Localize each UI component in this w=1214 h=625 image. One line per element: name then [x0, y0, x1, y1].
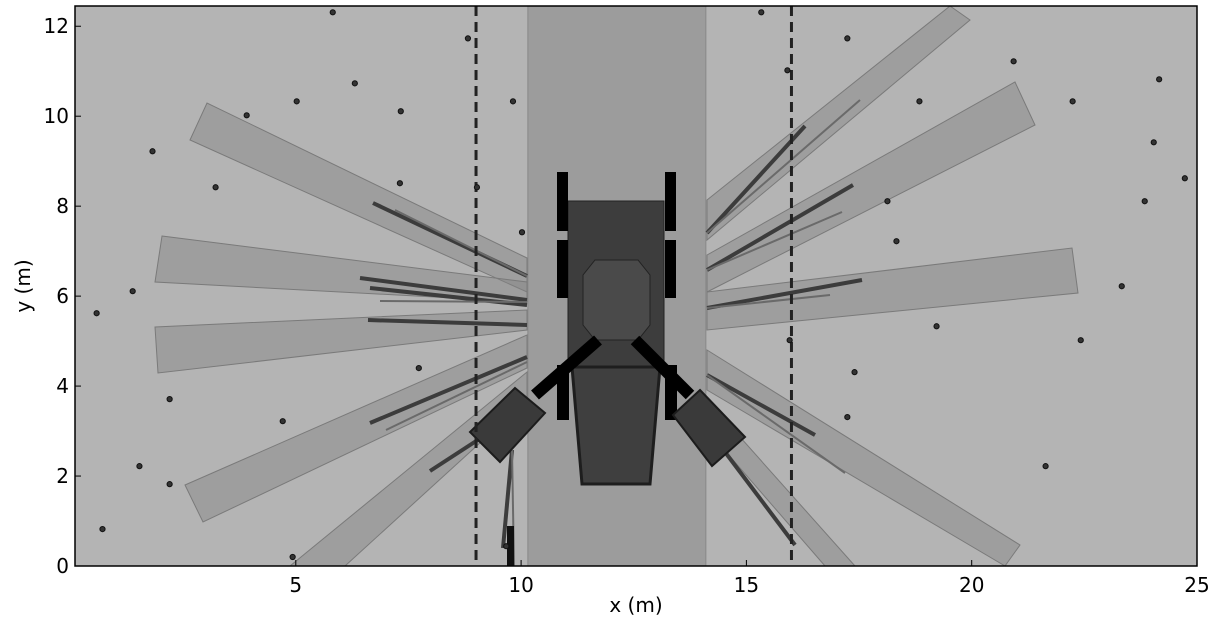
x-axis-label: x (m) [609, 593, 662, 617]
obstacle-point [415, 364, 422, 372]
obstacle-point [851, 369, 858, 376]
obstacle-point [99, 526, 106, 533]
y-tick-label: 6 [56, 284, 69, 308]
obstacle-point [129, 288, 136, 295]
obstacle-point [509, 98, 517, 105]
y-axis-label: y (m) [11, 259, 35, 312]
obstacle-point [149, 148, 156, 155]
obstacle-point [351, 80, 358, 87]
obstacle-point [784, 67, 791, 74]
obstacle-point [503, 543, 510, 550]
y-tick-label: 0 [56, 554, 69, 578]
beam [706, 247, 1079, 331]
x-tick-label: 20 [959, 573, 984, 597]
sensor-rays [359, 99, 863, 567]
obstacle-point [1150, 139, 1157, 146]
obstacle-point [243, 112, 250, 119]
obstacle-point [396, 180, 403, 187]
x-tick-label: 25 [1184, 573, 1209, 597]
obstacle-point [166, 396, 173, 403]
obstacle-point [786, 337, 793, 344]
obstacle-point [464, 35, 472, 42]
y-tick-label: 4 [56, 374, 69, 398]
obstacle-point [1077, 337, 1084, 344]
obstacle-point [1156, 76, 1163, 83]
obstacle-point [397, 108, 404, 115]
y-tick-label: 10 [44, 104, 69, 128]
obstacle-point [1181, 175, 1188, 182]
obstacle-point [473, 184, 481, 191]
axes-frame [74, 5, 1198, 567]
robot [468, 172, 747, 566]
obstacle-point [136, 463, 143, 470]
obstacle-point [884, 198, 891, 205]
obstacle-point [289, 553, 296, 561]
obstacle-point [1069, 98, 1076, 105]
x-tick-label: 15 [734, 573, 759, 597]
obstacle-point [1042, 463, 1049, 470]
obstacle-point [518, 229, 526, 236]
obstacle-point [279, 418, 286, 425]
beam [154, 309, 528, 374]
obstacle-point [844, 35, 851, 42]
obstacle-point [916, 98, 923, 105]
obstacle-point [933, 323, 940, 330]
x-tick-label: 5 [289, 573, 302, 597]
obstacle-point [293, 98, 300, 105]
sensor-beams [154, 5, 1079, 567]
obstacle-point [329, 9, 336, 16]
y-tick-label: 8 [56, 194, 69, 218]
obstacle-point [212, 184, 219, 191]
beam [706, 81, 1036, 293]
y-tick-label: 12 [44, 14, 69, 38]
beam [706, 5, 971, 242]
obstacle-point [1010, 58, 1017, 65]
y-tick-label: 2 [56, 464, 69, 488]
beam [189, 102, 528, 293]
obstacle-point [93, 310, 100, 317]
obstacle-point [758, 9, 765, 16]
beam [184, 334, 528, 523]
obstacle-point [1118, 283, 1125, 290]
obstacle-point [893, 238, 900, 245]
obstacle-point [844, 414, 851, 421]
obstacle-point [1141, 198, 1148, 205]
obstacle-point [166, 481, 173, 488]
x-tick-label: 10 [508, 573, 533, 597]
